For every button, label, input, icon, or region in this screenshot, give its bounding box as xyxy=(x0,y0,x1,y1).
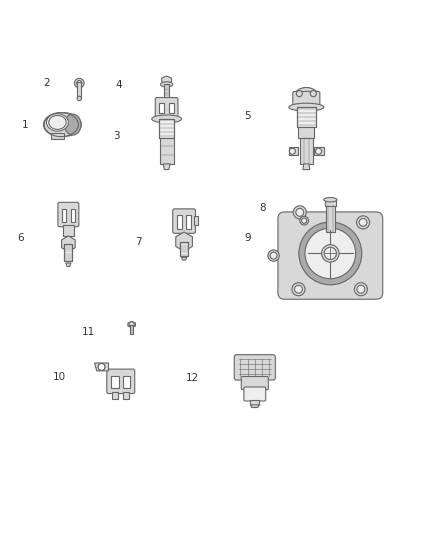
Polygon shape xyxy=(66,263,71,266)
Circle shape xyxy=(357,216,370,229)
Bar xyxy=(111,376,119,389)
Circle shape xyxy=(289,148,295,154)
Text: 7: 7 xyxy=(135,238,141,247)
FancyBboxPatch shape xyxy=(107,369,135,393)
Text: 10: 10 xyxy=(53,372,66,382)
Circle shape xyxy=(77,96,81,101)
Bar xyxy=(297,107,316,127)
Text: 9: 9 xyxy=(244,233,251,243)
Ellipse shape xyxy=(64,114,81,135)
Circle shape xyxy=(357,285,365,293)
Circle shape xyxy=(268,250,279,261)
Bar xyxy=(130,325,134,334)
Polygon shape xyxy=(128,321,135,328)
Bar xyxy=(326,204,335,232)
Bar xyxy=(169,103,174,113)
Circle shape xyxy=(129,322,134,327)
FancyBboxPatch shape xyxy=(278,212,383,299)
Ellipse shape xyxy=(289,103,324,111)
Bar xyxy=(164,84,169,99)
Bar xyxy=(64,244,72,261)
Text: 2: 2 xyxy=(43,78,50,88)
Circle shape xyxy=(98,364,105,370)
Bar xyxy=(177,215,182,229)
Ellipse shape xyxy=(160,82,173,87)
Bar xyxy=(298,127,314,138)
Polygon shape xyxy=(251,405,259,408)
FancyBboxPatch shape xyxy=(293,92,320,106)
FancyBboxPatch shape xyxy=(234,354,276,380)
Circle shape xyxy=(305,228,356,279)
FancyBboxPatch shape xyxy=(155,98,178,118)
Circle shape xyxy=(321,245,339,262)
Bar xyxy=(300,138,313,164)
Polygon shape xyxy=(162,76,172,84)
Bar xyxy=(51,133,64,139)
Text: 11: 11 xyxy=(81,327,95,337)
Bar xyxy=(159,119,174,138)
Bar xyxy=(124,392,130,399)
Polygon shape xyxy=(176,232,192,251)
Polygon shape xyxy=(181,257,187,260)
Bar xyxy=(159,138,173,164)
Circle shape xyxy=(77,80,82,86)
Ellipse shape xyxy=(46,114,68,131)
Bar xyxy=(159,119,174,138)
Ellipse shape xyxy=(44,112,81,136)
Ellipse shape xyxy=(324,198,337,202)
Ellipse shape xyxy=(294,87,318,105)
Bar xyxy=(314,147,324,155)
Circle shape xyxy=(315,148,321,154)
Text: 12: 12 xyxy=(186,373,199,383)
Bar xyxy=(180,243,188,256)
Bar xyxy=(251,400,259,405)
Circle shape xyxy=(270,252,277,259)
Circle shape xyxy=(299,222,362,285)
Bar xyxy=(64,244,72,261)
Bar xyxy=(112,392,118,399)
Text: 1: 1 xyxy=(21,119,28,130)
Bar xyxy=(194,216,198,225)
Bar xyxy=(180,243,188,256)
Text: 4: 4 xyxy=(115,80,122,90)
Circle shape xyxy=(296,208,304,216)
Circle shape xyxy=(292,282,305,296)
Polygon shape xyxy=(95,363,109,371)
Ellipse shape xyxy=(152,115,181,123)
Bar xyxy=(289,147,298,155)
Circle shape xyxy=(324,247,336,260)
Bar xyxy=(297,107,316,127)
Text: 3: 3 xyxy=(113,132,120,141)
Circle shape xyxy=(300,216,308,225)
Bar xyxy=(77,82,81,99)
Bar xyxy=(123,376,131,389)
Circle shape xyxy=(310,91,316,96)
Circle shape xyxy=(294,285,302,293)
Text: 6: 6 xyxy=(17,233,24,243)
FancyBboxPatch shape xyxy=(173,209,195,233)
Bar xyxy=(159,103,164,113)
FancyBboxPatch shape xyxy=(241,376,268,390)
Circle shape xyxy=(354,282,367,296)
Bar xyxy=(62,209,66,222)
Circle shape xyxy=(74,78,84,88)
Bar xyxy=(71,209,75,222)
Polygon shape xyxy=(62,236,75,252)
Circle shape xyxy=(359,219,367,227)
Bar xyxy=(186,215,191,229)
Polygon shape xyxy=(303,164,310,169)
Ellipse shape xyxy=(49,116,66,130)
FancyBboxPatch shape xyxy=(58,203,79,227)
Circle shape xyxy=(301,218,307,223)
Circle shape xyxy=(293,206,306,219)
Bar xyxy=(63,225,74,236)
FancyBboxPatch shape xyxy=(244,387,266,401)
Bar xyxy=(325,199,336,206)
Text: 8: 8 xyxy=(259,203,266,213)
Circle shape xyxy=(296,91,302,96)
Polygon shape xyxy=(163,164,170,169)
Text: 5: 5 xyxy=(244,111,251,121)
